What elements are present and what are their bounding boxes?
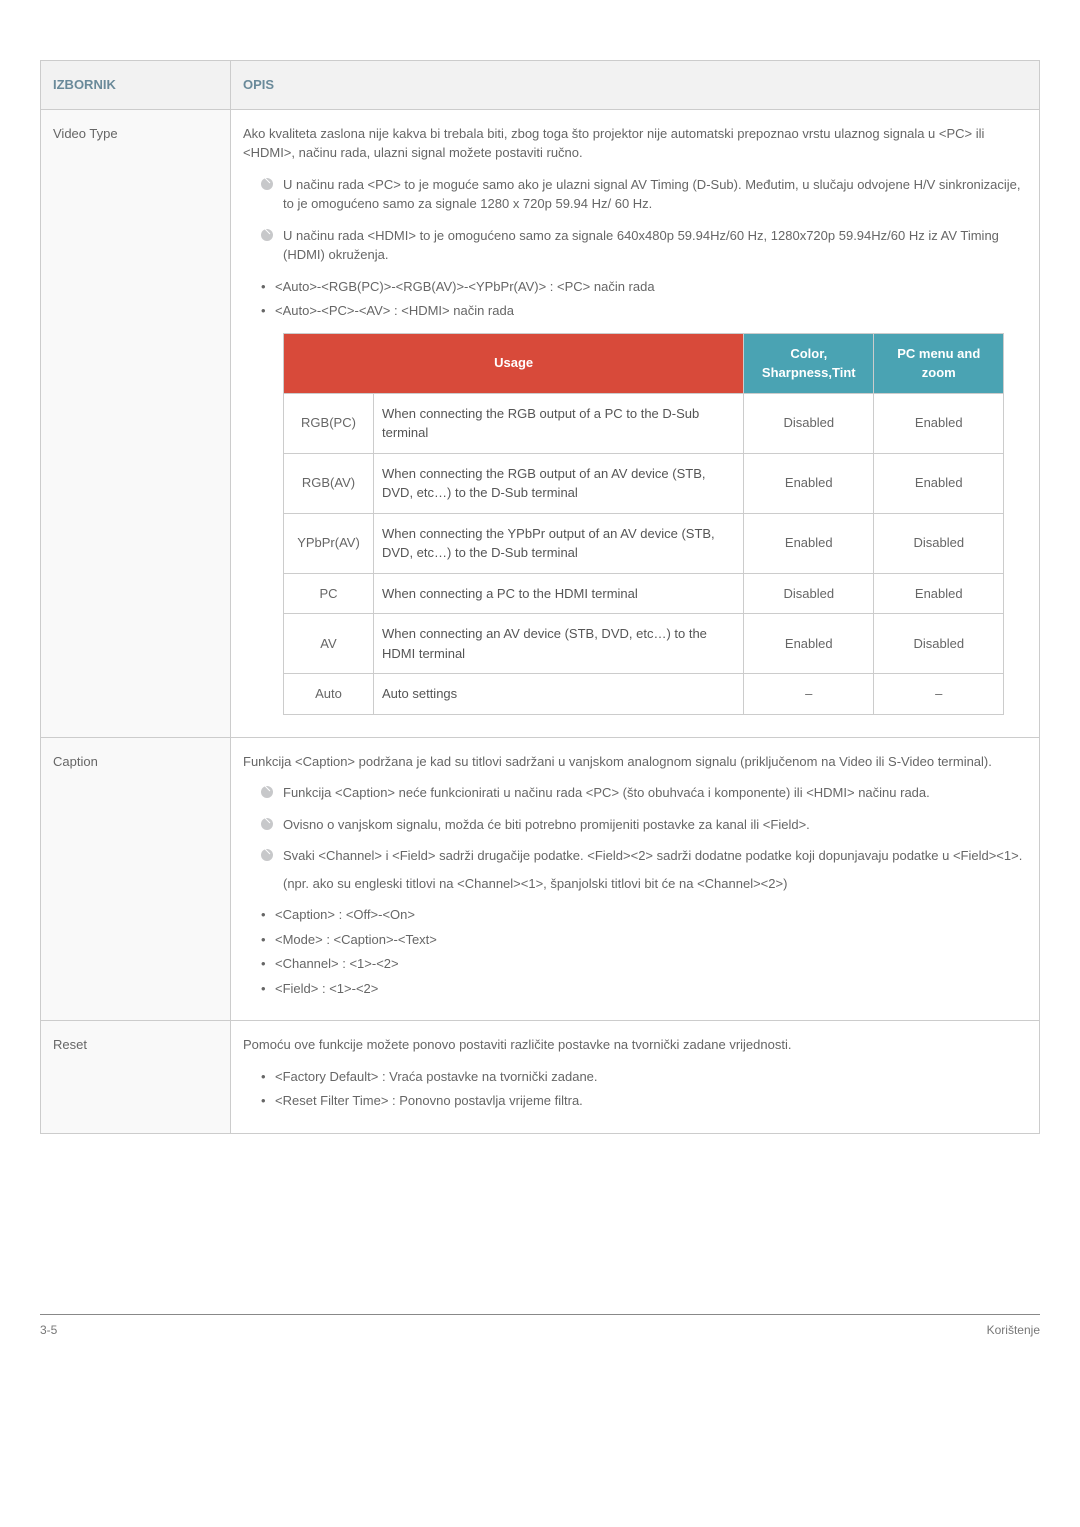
- table-row: Auto Auto settings – –: [284, 674, 1004, 715]
- footer-section-title: Korištenje: [987, 1321, 1040, 1339]
- reset-content: Pomoću ove funkcije možete ponovo postav…: [231, 1021, 1040, 1134]
- caption-bullet-4: <Field> : <1>-<2>: [261, 979, 1027, 999]
- caption-intro: Funkcija <Caption> podržana je kad su ti…: [243, 752, 1027, 772]
- col-header-opis: OPIS: [231, 61, 1040, 110]
- video-type-note-1: U načinu rada <PC> to je moguće samo ako…: [261, 175, 1027, 214]
- reset-bullet-2: <Reset Filter Time> : Ponovno postavlja …: [261, 1091, 1027, 1111]
- menu-table: IZBORNIK OPIS Video Type Ako kvaliteta z…: [40, 60, 1040, 1134]
- table-row: AV When connecting an AV device (STB, DV…: [284, 614, 1004, 674]
- table-row: RGB(AV) When connecting the RGB output o…: [284, 453, 1004, 513]
- th-pcmenu: PC menu and zoom: [874, 333, 1004, 393]
- footer-page-number: 3-5: [40, 1321, 57, 1339]
- caption-bullet-1: <Caption> : <Off>-<On>: [261, 905, 1027, 925]
- caption-note-2: Ovisno o vanjskom signalu, možda će biti…: [261, 815, 1027, 835]
- th-color: Color, Sharpness,Tint: [744, 333, 874, 393]
- video-type-note-2: U načinu rada <HDMI> to je omogućeno sam…: [261, 226, 1027, 265]
- caption-note-3-sub: (npr. ako su engleski titlovi na <Channe…: [283, 874, 1027, 894]
- video-type-intro: Ako kvaliteta zaslona nije kakva bi treb…: [243, 124, 1027, 163]
- page-footer: 3-5 Korištenje: [40, 1314, 1040, 1339]
- caption-note-1: Funkcija <Caption> neće funkcionirati u …: [261, 783, 1027, 803]
- video-type-content: Ako kvaliteta zaslona nije kakva bi treb…: [231, 109, 1040, 737]
- menu-item-caption: Caption: [41, 737, 231, 1021]
- table-row: YPbPr(AV) When connecting the YPbPr outp…: [284, 513, 1004, 573]
- reset-bullet-1: <Factory Default> : Vraća postavke na tv…: [261, 1067, 1027, 1087]
- caption-note-3: Svaki <Channel> i <Field> sadrži drugači…: [261, 846, 1027, 893]
- menu-item-video-type: Video Type: [41, 109, 231, 737]
- menu-item-reset: Reset: [41, 1021, 231, 1134]
- video-type-table: Usage Color, Sharpness,Tint PC menu and …: [283, 333, 1004, 715]
- video-type-bullet-2: <Auto>-<PC>-<AV> : <HDMI> način rada: [261, 301, 1027, 321]
- caption-bullet-3: <Channel> : <1>-<2>: [261, 954, 1027, 974]
- video-type-bullet-1: <Auto>-<RGB(PC)>-<RGB(AV)>-<YPbPr(AV)> :…: [261, 277, 1027, 297]
- table-row: PC When connecting a PC to the HDMI term…: [284, 573, 1004, 614]
- th-usage: Usage: [284, 333, 744, 393]
- caption-content: Funkcija <Caption> podržana je kad su ti…: [231, 737, 1040, 1021]
- table-row: RGB(PC) When connecting the RGB output o…: [284, 393, 1004, 453]
- col-header-izbornik: IZBORNIK: [41, 61, 231, 110]
- reset-intro: Pomoću ove funkcije možete ponovo postav…: [243, 1035, 1027, 1055]
- caption-bullet-2: <Mode> : <Caption>-<Text>: [261, 930, 1027, 950]
